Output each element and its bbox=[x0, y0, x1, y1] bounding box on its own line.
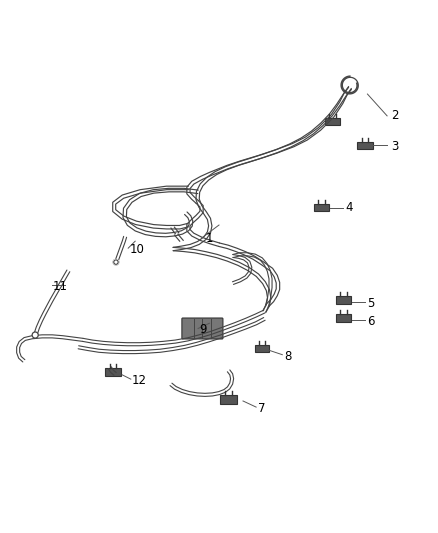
Text: 3: 3 bbox=[392, 140, 399, 153]
Text: 9: 9 bbox=[199, 324, 207, 336]
Bar bbox=[325, 118, 340, 125]
Text: 10: 10 bbox=[130, 243, 145, 255]
Circle shape bbox=[113, 259, 119, 265]
Text: 12: 12 bbox=[132, 374, 147, 386]
Text: 5: 5 bbox=[367, 297, 375, 310]
Circle shape bbox=[32, 332, 38, 338]
Text: 2: 2 bbox=[392, 109, 399, 123]
Bar bbox=[255, 345, 269, 352]
Circle shape bbox=[113, 259, 119, 265]
Bar bbox=[357, 142, 373, 149]
FancyBboxPatch shape bbox=[182, 318, 223, 339]
Text: 11: 11 bbox=[53, 280, 68, 293]
Text: 8: 8 bbox=[285, 350, 292, 362]
Bar bbox=[314, 204, 329, 212]
Bar bbox=[336, 313, 351, 321]
Bar bbox=[220, 395, 237, 404]
Text: 4: 4 bbox=[346, 201, 353, 214]
Bar bbox=[336, 296, 351, 304]
Bar bbox=[106, 368, 121, 376]
Text: 7: 7 bbox=[258, 402, 266, 415]
Text: 1: 1 bbox=[206, 232, 213, 245]
Text: 6: 6 bbox=[367, 314, 375, 328]
